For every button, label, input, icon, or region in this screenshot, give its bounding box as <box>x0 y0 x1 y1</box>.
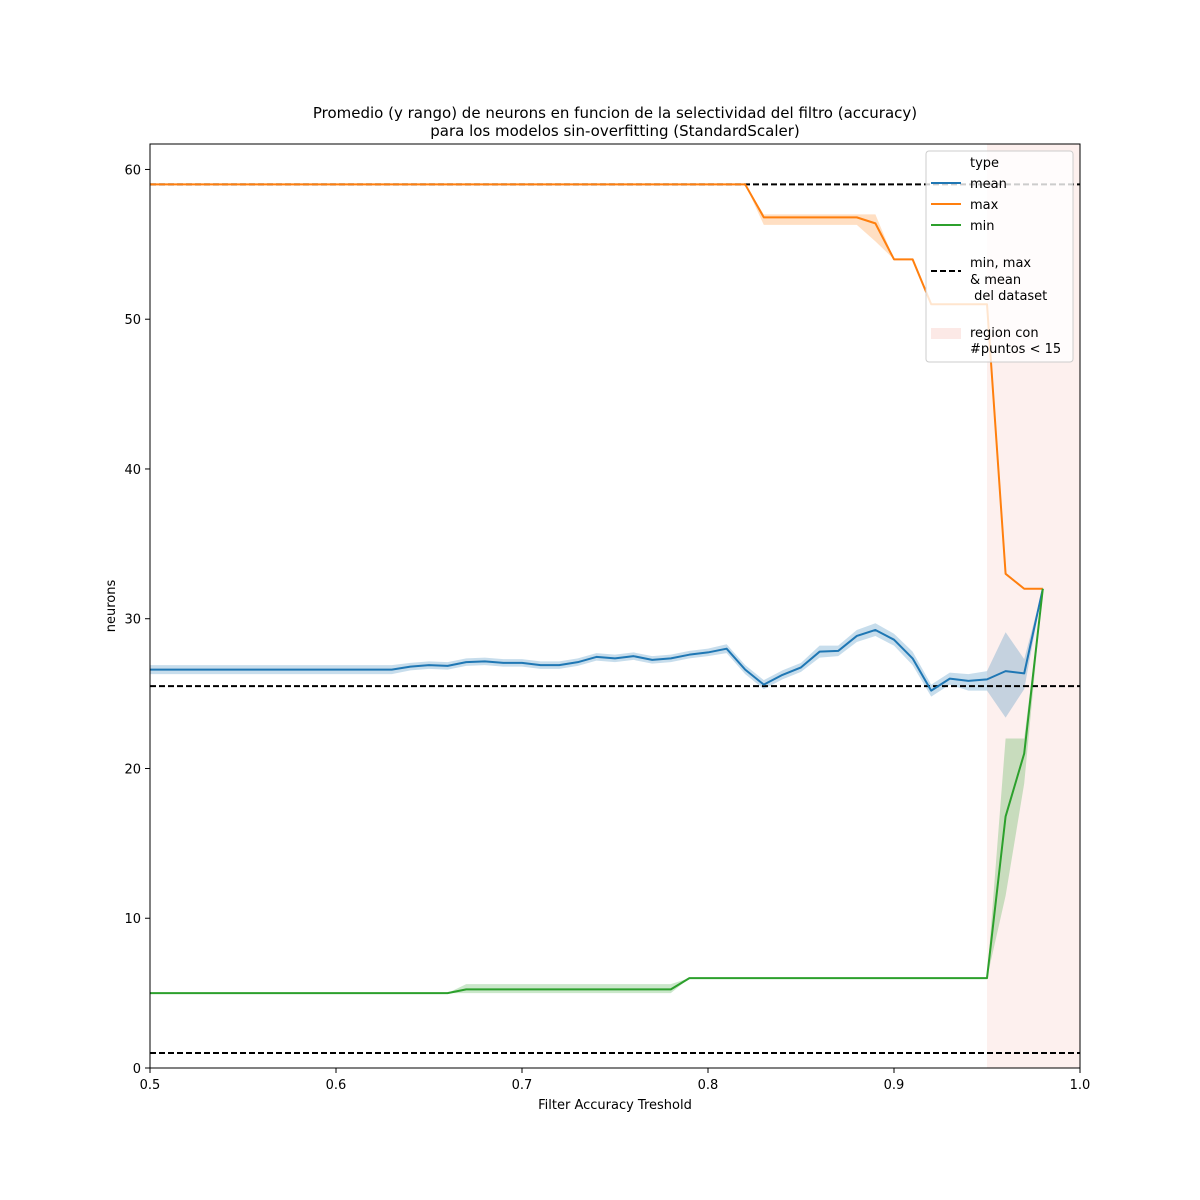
legend: type mean max min min, max & mean del da… <box>925 150 1074 363</box>
x-tick-label: 1.0 <box>1070 1078 1091 1093</box>
max-range-band <box>150 184 1043 589</box>
mean-range-band <box>150 588 1043 718</box>
x-tick-label: 0.6 <box>326 1078 347 1093</box>
y-tick-label: 0 <box>133 1062 141 1077</box>
y-tick-label: 20 <box>124 762 141 777</box>
plot-frame <box>149 143 1081 1069</box>
y-ticks-layer: 0 10 20 30 40 50 60 <box>124 163 150 1077</box>
min-series-line <box>150 588 1044 995</box>
legend-max-label: max <box>970 198 999 213</box>
y-tick-label: 30 <box>124 613 141 628</box>
series-lines-layer <box>150 183 1044 995</box>
legend-region-swatch <box>931 328 961 339</box>
legend-dataset-label-line-2: & mean <box>970 273 1021 288</box>
mean-series-line <box>150 588 1044 692</box>
x-ticks-layer: 0.5 0.6 0.7 0.8 0.9 1.0 <box>140 1068 1091 1093</box>
confidence-bands-layer <box>150 184 1043 994</box>
max-series-line <box>150 183 1043 590</box>
legend-min-label: min <box>970 219 995 234</box>
x-tick-label: 0.8 <box>698 1078 719 1093</box>
legend-title: type <box>970 156 999 171</box>
legend-dataset-label-line-1: min, max <box>970 256 1031 271</box>
legend-box <box>925 150 1074 363</box>
y-tick-label: 10 <box>124 912 141 927</box>
legend-mean-label: mean <box>970 177 1007 192</box>
chart-title-line-2: para los modelos sin-overfitting (Standa… <box>430 122 800 140</box>
legend-region-label-line-2: #puntos < 15 <box>970 342 1061 357</box>
legend-dataset-label-line-3: del dataset <box>970 289 1047 304</box>
y-tick-label: 50 <box>124 313 141 328</box>
legend-region-label-line-1: region con <box>970 326 1039 341</box>
x-axis-label: Filter Accuracy Treshold <box>538 1098 692 1113</box>
y-tick-label: 40 <box>124 463 141 478</box>
x-tick-label: 0.5 <box>140 1078 161 1093</box>
x-tick-label: 0.9 <box>884 1078 905 1093</box>
chart-title-line-1: Promedio (y rango) de neurons en funcion… <box>313 104 917 122</box>
y-tick-label: 60 <box>124 163 141 178</box>
x-tick-label: 0.7 <box>512 1078 533 1093</box>
y-axis-label: neurons <box>104 580 119 633</box>
